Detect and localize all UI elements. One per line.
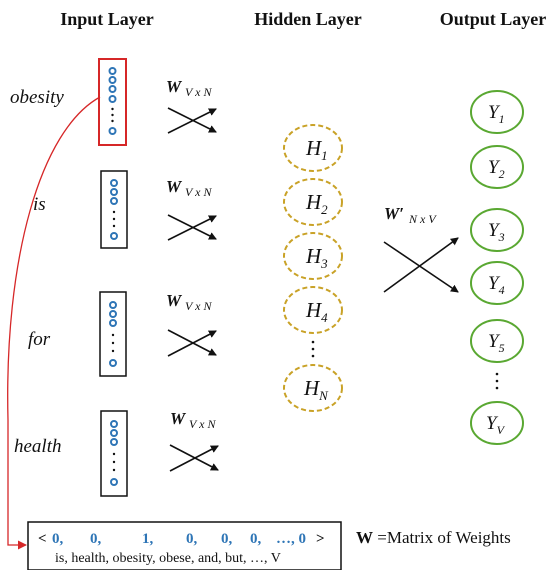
input-word-health: health [14,436,62,457]
input-word-for: for [28,329,51,350]
hidden-layer-header: Hidden Layer [254,9,362,29]
input-vector-obesity [98,58,127,146]
svg-text:W: W [166,77,183,96]
input-weight-arrows [167,107,219,472]
highlight-connector-arrow [7,96,101,550]
input-word-is: is [33,194,46,215]
output-node-y4 [470,261,524,305]
hidden-node-h3 [283,232,343,280]
svg-text:V x N: V x N [185,85,212,99]
weight-label-output: W′ N x V [384,204,437,226]
output-node-y2 [470,145,524,189]
legend-symbol: W [356,528,373,547]
svg-text:W: W [170,409,187,428]
svg-text:W: W [166,177,183,196]
vocabulary-text: is, health, obesity, obese, and, but, …,… [55,551,281,566]
weight-label-3: W V x N [166,291,212,313]
hidden-node-h4 [283,286,343,334]
weight-label-2: W V x N [166,177,212,199]
input-word-obesity: obesity [10,87,64,108]
one-hot-vector-text: < 0, 0, 1, 0, 0, 0, …, 0 > [38,531,325,547]
input-layer-header: Input Layer [60,9,154,29]
weight-label-4: W V x N [170,409,216,431]
output-node-y3 [470,208,524,252]
output-node-y1 [470,90,524,134]
hidden-ellipsis [311,340,315,358]
hidden-node-hn [283,364,343,412]
svg-text:V x N: V x N [189,417,216,431]
hidden-node-h1 [283,124,343,172]
svg-text:V x N: V x N [185,185,212,199]
output-node-yv [470,401,524,445]
vocab-box: < 0, 0, 1, 0, 0, 0, …, 0 > is, health, o… [27,521,342,570]
output-ellipsis [495,372,499,390]
output-weight-arrows [383,237,459,293]
svg-text:N x V: N x V [408,212,437,226]
input-vector-for [99,291,127,377]
svg-text:V x N: V x N [185,299,212,313]
input-vector-is [100,170,128,249]
svg-text:W: W [166,291,183,310]
hidden-node-h2 [283,178,343,226]
weight-label-1: W V x N [166,77,212,99]
input-vector-health [100,410,128,497]
output-node-y5 [470,319,524,363]
legend-text: =Matrix of Weights [373,528,511,547]
weights-legend: W =Matrix of Weights [356,528,511,548]
output-layer-header: Output Layer [440,9,547,29]
svg-text:W′: W′ [384,204,404,223]
